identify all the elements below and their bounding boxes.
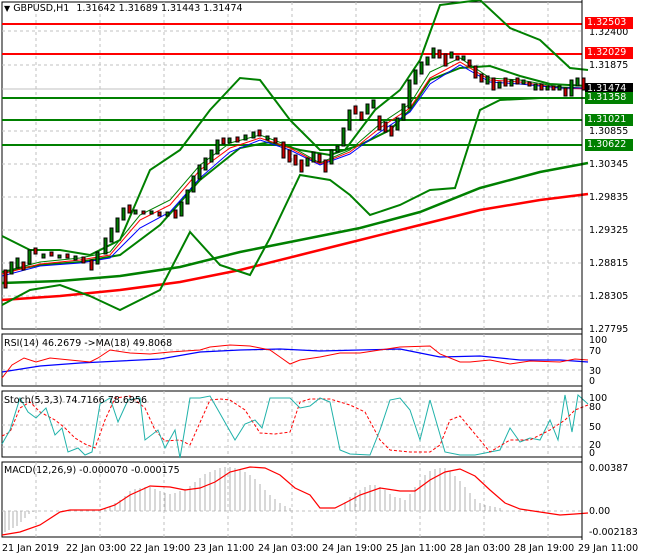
time-tick: 25 Jan 11:00: [386, 543, 447, 554]
stoch-tick: 20: [589, 440, 602, 451]
time-tick: 22 Jan 03:00: [66, 543, 127, 554]
rsi-tick: 100: [589, 335, 608, 346]
time-tick: 29 Jan 11:00: [578, 543, 639, 554]
macd-tick: 0.00: [589, 506, 611, 517]
macd-label: MACD(12,26,9) -0.000070 -0.000175: [4, 465, 180, 476]
stoch-signal-line: [1, 395, 471, 453]
ma200-line: [1, 192, 589, 302]
price-tick: 1.31875: [589, 60, 629, 71]
time-tick: 28 Jan 19:00: [514, 543, 575, 554]
stoch-tick: 80: [589, 402, 602, 413]
macd-panel[interactable]: [1, 461, 589, 538]
bollinger-lower: [1, 97, 588, 312]
candlesticks[interactable]: [3, 47, 586, 289]
price-tick: 1.28305: [589, 291, 629, 302]
price-tick: 1.29835: [589, 192, 629, 203]
level-tag-support: 1.31021: [585, 114, 633, 126]
stoch-tick: 50: [589, 422, 602, 433]
level-tag-support: 1.31358: [585, 92, 633, 104]
level-tag-resistance: 1.32503: [585, 17, 633, 29]
time-tick: 28 Jan 03:00: [450, 543, 511, 554]
time-tick: 24 Jan 19:00: [322, 543, 383, 554]
price-tick: 1.32400: [589, 27, 629, 38]
macd-tick: 0.00387: [589, 463, 629, 474]
ohlc-values: 1.31642 1.31689 1.31443 1.31474: [76, 3, 243, 14]
support-levels[interactable]: [2, 97, 582, 146]
stoch-tick: 100: [589, 393, 608, 404]
rsi-tick: 30: [589, 366, 602, 377]
rsi-line: [1, 344, 589, 379]
rsi-tick: 70: [589, 346, 602, 357]
stoch-main-line: [1, 395, 431, 459]
resistance-levels[interactable]: [2, 23, 582, 55]
stoch-main-line-right: [429, 394, 589, 456]
macd-signal-line: [1, 466, 589, 536]
chart-title-bar: ▼ GBPUSD,H1 1.31642 1.31689 1.31443 1.31…: [4, 3, 243, 14]
price-tick: 1.30855: [589, 126, 629, 137]
price-tick: 1.27795: [589, 324, 629, 335]
level-tag-support: 1.30622: [585, 139, 633, 151]
price-tick: 1.28815: [589, 258, 629, 269]
rsi-ma-line: [1, 348, 589, 373]
ma-mid-red: [1, 61, 589, 275]
stoch-signal-line-right: [469, 404, 589, 453]
ma-slow-blue: [1, 64, 588, 277]
symbol-label: GBPUSD,H1: [13, 3, 70, 14]
triangle-down-icon[interactable]: ▼: [4, 4, 11, 13]
rsi-tick: 0: [589, 376, 596, 387]
macd-histogram: [4, 467, 501, 532]
macd-tick: -0.002183: [589, 527, 638, 538]
stoch-label: Stoch(5,3,3) 74.7166 78.6956: [4, 395, 148, 406]
main-price-panel[interactable]: [1, 0, 589, 330]
stoch-tick: 0: [589, 448, 596, 459]
level-tag-resistance: 1.32029: [585, 47, 633, 59]
time-tick: 23 Jan 11:00: [194, 543, 255, 554]
time-tick: 24 Jan 03:00: [258, 543, 319, 554]
ma-fast-green: [1, 57, 589, 273]
rsi-label: RSI(14) 46.2679 ->MA(18) 49.8068: [4, 338, 173, 349]
bollinger-upper: [1, 0, 589, 257]
price-tick: 1.30345: [589, 159, 629, 170]
time-tick: 22 Jan 19:00: [130, 543, 191, 554]
time-tick: 21 Jan 2019: [2, 543, 59, 554]
stoch-panel[interactable]: [1, 390, 589, 459]
ma100-line: [1, 161, 589, 285]
price-tick: 1.29325: [589, 225, 629, 236]
